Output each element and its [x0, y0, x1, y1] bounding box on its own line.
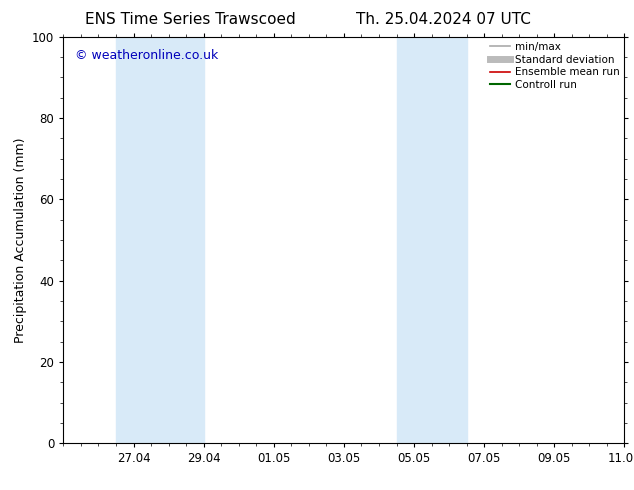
Bar — [396, 37, 467, 443]
Text: © weatheronline.co.uk: © weatheronline.co.uk — [75, 49, 218, 62]
Text: ENS Time Series Trawscoed: ENS Time Series Trawscoed — [85, 12, 295, 27]
Bar — [116, 37, 204, 443]
Legend: min/max, Standard deviation, Ensemble mean run, Controll run: min/max, Standard deviation, Ensemble me… — [488, 40, 621, 92]
Text: Th. 25.04.2024 07 UTC: Th. 25.04.2024 07 UTC — [356, 12, 531, 27]
Y-axis label: Precipitation Accumulation (mm): Precipitation Accumulation (mm) — [13, 137, 27, 343]
